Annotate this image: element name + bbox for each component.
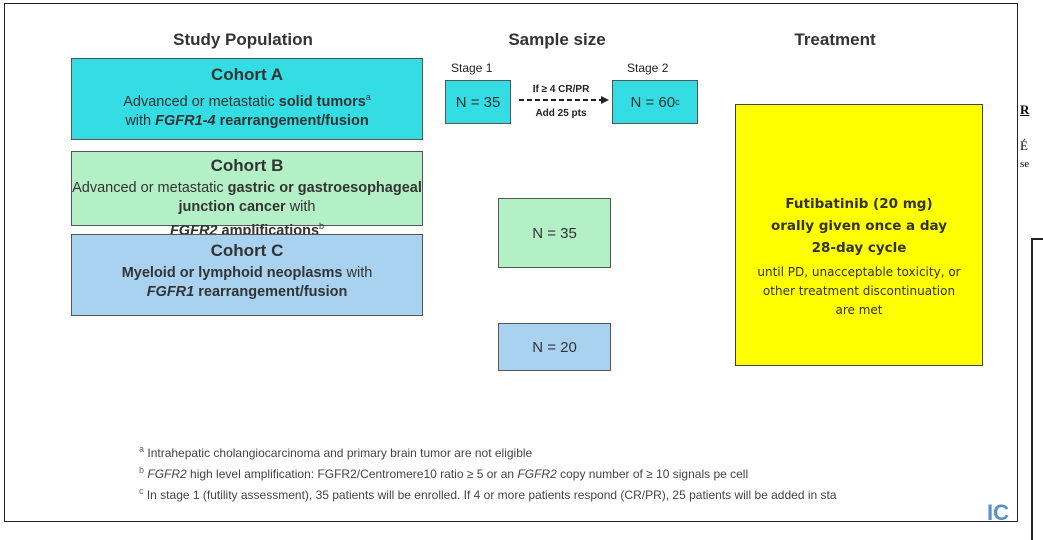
addition: Add 25 pts: [535, 108, 587, 119]
footnote-marker: a: [365, 92, 371, 102]
side-text: se: [1020, 158, 1030, 170]
cycle: 28-day cycle: [811, 240, 907, 256]
header: Sample size: [508, 30, 606, 49]
sample-size: N = 35: [532, 224, 577, 242]
arrow-head: [601, 96, 609, 104]
text: with: [125, 112, 156, 129]
footnote: c In stage 1 (futility assessment), 35 p…: [139, 486, 837, 502]
footnote-marker: c: [675, 97, 680, 107]
text: FGFR2: [517, 467, 557, 481]
text: rearrangement/fusion: [215, 112, 369, 129]
text: gastric or gastroesophageal junction can…: [178, 180, 422, 215]
sample-box: N = 20: [498, 323, 611, 371]
header: Study Population: [173, 30, 313, 49]
text: Myeloid or lymphoid neoplasms: [121, 265, 343, 281]
cohort-title: Cohort B: [210, 156, 284, 175]
text: FGFR2: [147, 467, 187, 481]
sample-box: N = 35: [498, 198, 611, 268]
text: rearrangement/fusion: [194, 284, 348, 300]
header: Treatment: [794, 30, 876, 49]
page: Study Population Sample size Treatment C…: [4, 3, 1043, 540]
sample-box: N = 60 c: [612, 80, 698, 124]
text: copy number of ≥ 10 signals pe cell: [556, 467, 749, 481]
text: high level amplification: FGFR2/Centrome…: [186, 467, 518, 481]
arrow: [519, 96, 609, 104]
cohort-box: Cohort C Myeloid or lymphoid neoplasms w…: [71, 234, 423, 316]
cohort-box: Cohort A Advanced or metastatic solid tu…: [71, 58, 423, 140]
schedule: orally given once a day: [770, 218, 948, 234]
logo: IC: [987, 500, 1009, 522]
duration: until PD, unacceptable toxicity, or othe…: [757, 265, 961, 317]
side-box: [1031, 238, 1043, 540]
condition: If ≥ 4 CR/PR: [532, 84, 590, 95]
text: FGFR1-4: [155, 112, 216, 129]
text: In stage 1 (futility assessment), 35 pat…: [146, 488, 837, 502]
footnote-marker: b: [319, 221, 325, 231]
drug: Futibatinib (20 mg): [785, 196, 933, 212]
slide: Study Population Sample size Treatment C…: [4, 3, 1018, 522]
text: Intrahepatic cholangiocarcinoma and prim…: [147, 446, 533, 460]
footnote-marker: b: [139, 465, 145, 475]
stage-label: Stage 1: [451, 61, 493, 75]
text: with: [342, 265, 373, 281]
text: solid tumors: [278, 93, 366, 110]
treatment-box: Futibatinib (20 mg) orally given once a …: [735, 104, 983, 366]
sample-size: N = 60: [630, 93, 676, 111]
cohort-title: Cohort C: [210, 241, 284, 260]
stage-label: Stage 2: [627, 61, 669, 75]
footnote: b FGFR2 high level amplification: FGFR2/…: [139, 465, 748, 481]
cohort-title: Cohort A: [210, 65, 284, 84]
footnote-marker: a: [139, 444, 145, 454]
sample-box: N = 35: [445, 80, 511, 124]
side-text: É: [1020, 138, 1028, 153]
text: Advanced or metastatic: [123, 93, 279, 110]
text: with: [285, 199, 316, 215]
text: Advanced or metastatic: [72, 180, 228, 196]
footnote: a Intrahepatic cholangiocarcinoma and pr…: [139, 444, 532, 460]
text: FGFR1: [146, 284, 195, 300]
sample-size: N = 35: [455, 93, 501, 111]
footnote-marker: c: [139, 486, 144, 496]
sample-size: N = 20: [532, 338, 577, 356]
side-heading: R: [1020, 102, 1030, 117]
cohort-box: Cohort B Advanced or metastatic gastric …: [71, 151, 423, 239]
